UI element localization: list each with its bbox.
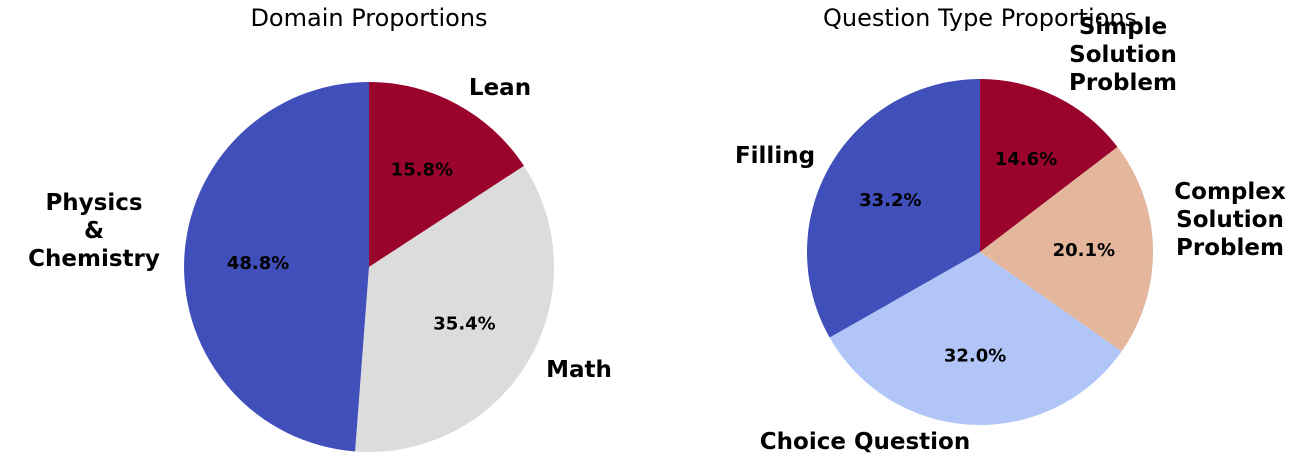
pie-slice [980,78,1118,252]
question-type-pie-chart: Question Type Proportions 14.6% Simple Sol… [735,4,1286,455]
slice-category-label: Simple Solution Problem [1069,14,1177,96]
slice-category-label: Lean [469,75,531,101]
slice-percent-label: 20.1% [1053,240,1115,261]
slice-percent-label: 14.6% [995,149,1057,170]
slice-percent-label: 33.2% [859,190,921,211]
slice-category-label: Filling [735,143,815,169]
pie-slice [807,79,980,338]
slice-category-label: Math [546,357,612,383]
pie-slice [355,165,554,452]
chart-title: Domain Proportions [250,4,487,32]
domain-pie-chart: Domain Proportions 15.8% Lean 35.4% Math 48.… [28,4,612,452]
slice-category-label: Complex Solution Problem [1174,179,1286,261]
pie-slice [829,252,1122,426]
pie-slice [369,82,524,267]
slice-percent-label: 15.8% [391,159,453,180]
slice-percent-label: 35.4% [433,314,495,335]
slice-category-label: Choice Question [760,429,970,455]
pie-slice [184,82,369,452]
slice-category-label: Physics & Chemistry [28,190,160,272]
slice-percent-label: 48.8% [227,253,289,274]
pie-slice [980,146,1154,352]
slice-percent-label: 32.0% [944,346,1006,367]
chart-title: Question Type Proportions [823,4,1137,32]
